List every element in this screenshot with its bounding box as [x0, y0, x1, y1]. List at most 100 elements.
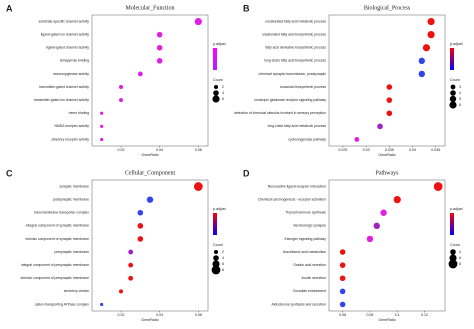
x-tick-label: 0.1: [395, 313, 400, 317]
category-label: ionotropic glutamate receptor signaling …: [254, 98, 326, 102]
dot: [427, 17, 435, 26]
panel-label: B: [243, 3, 250, 13]
category-label: Neuroactive ligand-receptor interaction: [268, 184, 326, 188]
size-key-label: 4: [459, 91, 461, 95]
dot: [393, 196, 401, 204]
size-key-label: 2: [222, 250, 224, 254]
dot: [427, 31, 435, 39]
dot: [418, 70, 425, 78]
dot: [119, 85, 123, 90]
dot: [386, 84, 393, 90]
size-key: [214, 85, 218, 89]
panel-label: D: [243, 168, 250, 178]
size-key-label: 4: [459, 250, 461, 254]
category-label: integral component of synaptic membrane: [26, 224, 89, 228]
category-label: intrinsic component of presynaptic membr…: [21, 276, 90, 280]
category-label: secretory vesicle: [64, 289, 89, 293]
x-tick-label: 0.03: [363, 148, 370, 152]
size-key-label: 4: [222, 91, 224, 95]
category-label: tetrapyrrole binding: [60, 59, 89, 63]
size-key: [450, 249, 456, 255]
category-label: Serotonergic synapse: [293, 224, 326, 228]
dot: [373, 222, 380, 230]
category-label: Circadian entrainment: [293, 289, 326, 293]
category-label: Estrogen signaling pathway: [285, 237, 327, 241]
size-key: [214, 250, 218, 254]
x-tick-label: 0.12: [421, 313, 428, 317]
dot: [119, 289, 123, 294]
category-label: transmembrane transporter complex: [34, 211, 89, 215]
legend-title: p.adjust: [213, 207, 226, 211]
size-key: [211, 265, 221, 275]
category-label: Insulin secretion: [301, 276, 326, 280]
x-tick-label: 0.06: [195, 148, 202, 152]
x-tick-label: 0.02: [118, 313, 125, 317]
category-label: integral component of presynaptic membra…: [21, 263, 89, 267]
x-axis-label: GeneRatio: [141, 318, 158, 322]
dot: [194, 17, 202, 26]
dot: [339, 275, 346, 282]
dot: [119, 98, 123, 103]
x-tick-label: 0.06: [339, 313, 346, 317]
color-bar: [213, 213, 217, 235]
dot: [156, 31, 163, 38]
dot: [146, 196, 154, 203]
size-key-label: 2: [222, 85, 224, 89]
dot: [433, 182, 443, 191]
category-label: unsaturated fatty acid metabolic process: [265, 19, 326, 23]
x-tick-label: 0.04: [156, 148, 163, 152]
category-label: ligand-gated channel activity: [46, 46, 89, 50]
legend-title: p.adjust: [450, 42, 463, 46]
size-key: [449, 101, 457, 109]
x-tick-label: 0.08: [366, 313, 373, 317]
size-key: [449, 254, 457, 262]
legend-title: Count: [450, 243, 460, 247]
dot: [422, 44, 431, 52]
size-key: [450, 90, 456, 96]
x-tick-label: 0.04: [409, 148, 416, 152]
dot: [386, 97, 393, 103]
category-label: ligand-gated ion channel activity: [41, 33, 90, 37]
size-key: [449, 95, 457, 103]
dot: [366, 235, 374, 243]
size-key: [448, 259, 458, 269]
x-tick-label: 0.045: [431, 148, 440, 152]
dot: [339, 301, 346, 308]
plot-frame: [328, 179, 446, 312]
panel: D Pathways 0.06 0.08 0.1 0.12 GeneRatio Neuroac…: [243, 168, 463, 322]
category-label: synaptic membrane: [59, 184, 89, 188]
dot: [128, 249, 134, 255]
legend-title: p.adjust: [213, 42, 226, 46]
panel: C Cellular_Component 0.02 0.04 0.06 GeneRatio…: [6, 168, 226, 322]
dot: [418, 57, 425, 65]
category-label: detection of chemical stimulus involved …: [234, 111, 326, 115]
dot: [128, 275, 134, 281]
size-key-label: 3: [459, 85, 461, 89]
legend-title: Count: [213, 78, 223, 82]
category-label: NMDA receptor activity: [55, 124, 90, 128]
category-label: olfactory receptor activity: [52, 137, 90, 141]
size-key-label: 4: [222, 256, 224, 260]
dot: [100, 111, 104, 115]
category-label: Aldosterone synthesis and secretion: [272, 302, 327, 306]
dot: [339, 288, 346, 295]
category-label: Chemical carcinogenesis - receptor activ…: [258, 198, 327, 202]
size-key: [213, 90, 219, 96]
category-label: heme binding: [69, 111, 89, 115]
panel-title: Biological_Process: [364, 5, 411, 11]
plot-frame: [328, 14, 446, 147]
dot: [137, 209, 144, 216]
category-label: presynaptic membrane: [55, 250, 90, 254]
dot: [339, 249, 346, 255]
size-key: [212, 260, 220, 268]
size-key-label: 6: [222, 262, 224, 266]
plot-frame: [91, 14, 209, 147]
dot: [100, 124, 104, 128]
size-key-label: 5: [459, 97, 461, 101]
panel-label: A: [6, 3, 13, 13]
category-label: long-chain fatty acid metabolic process: [268, 124, 327, 128]
size-key-label: 6: [459, 103, 461, 107]
panel: B Biological_Process 0.025 0.03 0.035 0.04 0.0…: [234, 3, 462, 157]
dot: [156, 58, 163, 64]
